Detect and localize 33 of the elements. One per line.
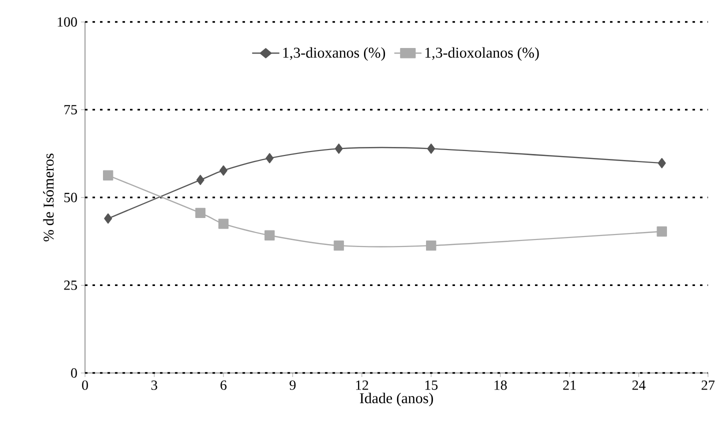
point <box>102 170 114 180</box>
point <box>426 240 436 251</box>
x-tick-label: 0 <box>82 380 88 390</box>
x-axis-title: Idade (anos) <box>360 392 433 406</box>
point <box>658 158 666 168</box>
y-tick-label: 25 <box>64 280 77 290</box>
x-tick-label: 24 <box>632 380 646 390</box>
point <box>334 240 344 251</box>
legend-label: 1,3-dioxanos (%) <box>283 47 386 61</box>
y-tick-label: 50 <box>64 192 77 202</box>
x-tick-label: 21 <box>563 380 576 390</box>
x-tick-label: 15 <box>425 380 438 390</box>
point <box>264 230 275 240</box>
point <box>104 213 112 224</box>
y-tick-label: 100 <box>58 17 77 27</box>
point <box>334 144 343 154</box>
x-tick-label: 9 <box>290 380 296 390</box>
point <box>219 165 228 176</box>
y-tick-label: 75 <box>64 105 77 114</box>
x-tick-label: 18 <box>494 380 507 390</box>
x-tick-label: 3 <box>151 380 158 390</box>
legend-label: 1,3-dioxolanos (%) <box>425 47 539 61</box>
point <box>195 208 206 218</box>
y-tick-label: 0 <box>71 368 77 378</box>
x-tick-label: 27 <box>702 380 715 390</box>
point <box>218 218 229 229</box>
point <box>196 174 204 186</box>
point <box>427 144 436 154</box>
x-tick-label: 6 <box>220 380 227 390</box>
point <box>656 226 667 237</box>
x-tick-label: 12 <box>356 380 368 390</box>
point <box>266 153 274 164</box>
y-axis-title: % de Isómeros <box>43 154 54 242</box>
